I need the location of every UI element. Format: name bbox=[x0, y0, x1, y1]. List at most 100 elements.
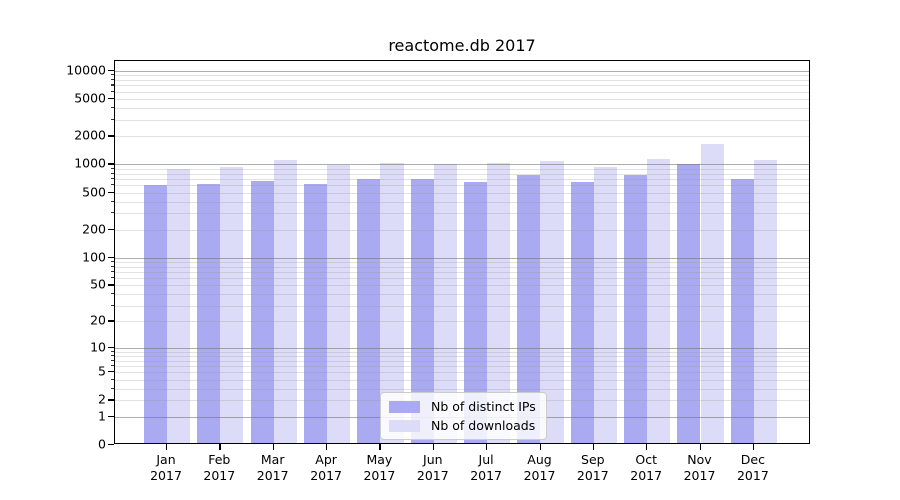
y-tick-mark-minor bbox=[111, 378, 114, 380]
x-tick-label: Sep 2017 bbox=[563, 452, 623, 485]
x-tick-label: Nov 2017 bbox=[670, 452, 730, 485]
gridline-minor bbox=[115, 355, 809, 357]
gridline-minor bbox=[115, 285, 809, 287]
gridline-minor bbox=[115, 85, 809, 87]
y-tick-label: 50 bbox=[90, 276, 106, 292]
plot-area bbox=[114, 60, 810, 444]
bar-downloads bbox=[593, 166, 617, 443]
y-tick-mark-minor bbox=[111, 387, 114, 389]
gridline-minor bbox=[115, 75, 809, 77]
y-tick-mark bbox=[108, 98, 114, 100]
y-tick-mark-minor bbox=[111, 304, 114, 306]
gridline-minor bbox=[115, 266, 809, 268]
gridline-major bbox=[115, 257, 809, 259]
y-tick-mark-minor bbox=[111, 293, 114, 295]
bar-downloads bbox=[327, 165, 351, 443]
x-tick-mark bbox=[432, 444, 435, 450]
x-tick-mark bbox=[486, 444, 488, 450]
gridline-minor bbox=[115, 173, 809, 175]
x-tick-label: Mar 2017 bbox=[243, 452, 303, 485]
x-tick-label: Dec 2017 bbox=[723, 452, 783, 485]
y-tick-mark-minor bbox=[111, 270, 114, 273]
x-tick-year: 2017 bbox=[736, 468, 769, 484]
y-tick-mark bbox=[108, 415, 114, 418]
gridline-minor bbox=[115, 321, 809, 323]
x-tick-year: 2017 bbox=[150, 468, 182, 484]
bar-downloads bbox=[167, 168, 191, 443]
y-tick-mark-minor bbox=[111, 90, 114, 92]
y-tick-mark-minor bbox=[111, 167, 114, 169]
y-tick-label: 1 bbox=[98, 408, 106, 424]
x-tick-month: Aug bbox=[527, 452, 552, 467]
bar-distinct-ips bbox=[303, 183, 328, 443]
y-tick-mark-minor bbox=[111, 84, 114, 86]
bar-downloads bbox=[647, 158, 671, 443]
y-tick-mark-minor bbox=[111, 350, 114, 352]
bar-downloads bbox=[700, 144, 724, 443]
y-tick-mark-minor bbox=[111, 74, 114, 76]
bar-distinct-ips bbox=[570, 181, 594, 443]
gridline-minor bbox=[115, 192, 809, 194]
y-tick-mark-minor bbox=[111, 107, 114, 109]
y-tick-mark bbox=[108, 135, 114, 137]
gridline-minor bbox=[115, 213, 809, 215]
x-tick-mark bbox=[219, 444, 221, 450]
gridline-minor bbox=[115, 99, 809, 101]
y-tick-label: 0 bbox=[98, 436, 106, 452]
legend-label-distinct-ips: Nb of distinct IPs bbox=[431, 399, 536, 414]
y-tick-mark-minor bbox=[111, 184, 114, 186]
x-tick-mark bbox=[752, 444, 755, 450]
x-tick-year: 2017 bbox=[630, 468, 663, 484]
y-tick-mark bbox=[108, 444, 114, 446]
x-tick-mark bbox=[326, 444, 328, 450]
gridline-major bbox=[115, 164, 809, 166]
x-tick-month: Dec bbox=[740, 452, 765, 467]
gridline-minor bbox=[115, 372, 809, 374]
legend-item-downloads: Nb of downloads bbox=[389, 418, 536, 433]
bar-downloads bbox=[433, 163, 457, 443]
x-tick-label: Jan 2017 bbox=[136, 452, 196, 485]
legend-swatch-distinct-ips bbox=[389, 400, 420, 413]
y-tick-label: 5 bbox=[98, 363, 106, 379]
gridline-minor bbox=[115, 360, 809, 362]
gridline-minor bbox=[115, 178, 809, 180]
x-tick-month: Jan bbox=[156, 452, 176, 467]
gridline-minor bbox=[115, 168, 809, 170]
gridline-major bbox=[115, 71, 809, 72]
bar-downloads bbox=[220, 167, 244, 443]
gridline-minor bbox=[115, 185, 809, 187]
bar-distinct-ips bbox=[624, 175, 648, 443]
gridline-minor bbox=[115, 294, 809, 296]
x-tick-mark bbox=[539, 444, 541, 450]
x-tick-month: Sep bbox=[581, 452, 605, 467]
y-tick-mark-minor bbox=[111, 212, 114, 214]
x-tick-year: 2017 bbox=[683, 468, 716, 484]
bar-distinct-ips bbox=[357, 179, 381, 443]
y-tick-label: 20 bbox=[90, 312, 106, 328]
x-tick-month: Feb bbox=[208, 452, 231, 467]
legend: Nb of distinct IPs Nb of downloads bbox=[380, 392, 547, 440]
bar-distinct-ips bbox=[517, 175, 541, 443]
y-tick-mark-minor bbox=[111, 177, 114, 180]
y-tick-label: 5000 bbox=[74, 90, 106, 106]
y-tick-label: 500 bbox=[82, 184, 106, 199]
gridline-minor bbox=[115, 278, 809, 280]
y-tick-label: 10 bbox=[90, 339, 106, 355]
y-tick-mark-minor bbox=[111, 354, 114, 357]
y-tick-mark-minor bbox=[111, 200, 114, 202]
y-tick-label: 10000 bbox=[66, 62, 106, 78]
x-tick-year: 2017 bbox=[523, 468, 556, 484]
x-tick-label: Apr 2017 bbox=[296, 452, 356, 485]
bar-distinct-ips bbox=[410, 179, 434, 443]
y-tick-label: 100 bbox=[82, 249, 106, 265]
gridline-minor bbox=[115, 201, 809, 203]
y-tick-mark-minor bbox=[111, 277, 114, 279]
gridline-minor bbox=[115, 119, 809, 121]
bar-distinct-ips bbox=[463, 181, 488, 443]
x-tick-label: Jun 2017 bbox=[403, 452, 463, 485]
bar-downloads bbox=[273, 159, 297, 443]
x-tick-label: Oct 2017 bbox=[616, 452, 676, 485]
y-tick-mark-minor bbox=[111, 260, 114, 263]
x-tick-year: 2017 bbox=[203, 468, 236, 484]
